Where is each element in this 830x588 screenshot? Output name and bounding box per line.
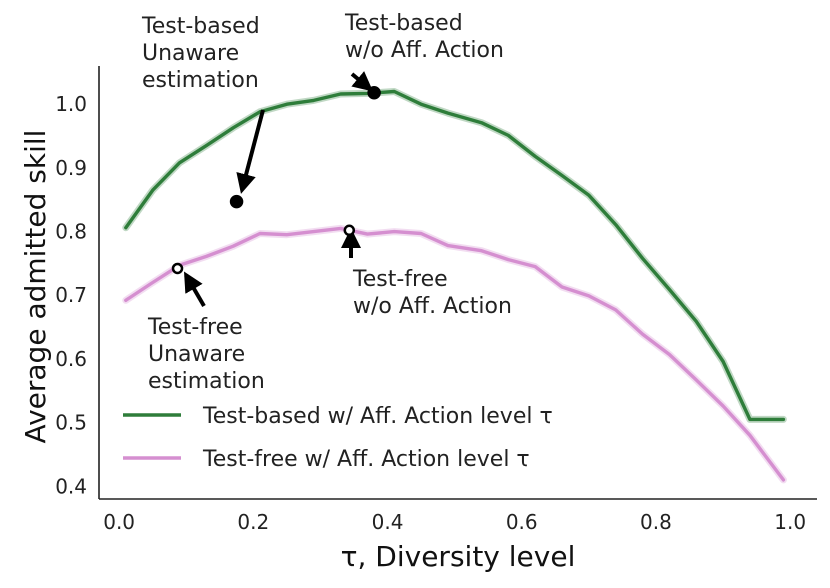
legend-label-1: Test-free w/ Aff. Action level τ	[202, 447, 530, 472]
annotation-line: estimation	[142, 68, 259, 93]
annotation-line: estimation	[148, 369, 265, 394]
series-line-1	[124, 226, 786, 482]
x-tick-label: 0.0	[103, 510, 135, 534]
axes	[98, 66, 817, 500]
annotation-line: Unaware	[142, 41, 239, 66]
annotation-test-free-no-aa: Test-free w/o Aff. Action	[352, 267, 512, 319]
x-tick-label: 1.0	[774, 510, 806, 534]
y-axis-label: Average admitted skill	[19, 130, 52, 444]
annotation-line: Test-based	[141, 14, 260, 39]
annotation-line: w/o Aff. Action	[345, 38, 504, 63]
y-tick-label: 0.5	[55, 411, 87, 435]
ticks: 0.0 0.2 0.4 0.6 0.8 1.0 0.4 0.5 0.6 0.7 0.8 0.9 1.0	[55, 92, 806, 534]
legend: Test-based w/ Aff. Action level τ Test-fr…	[123, 404, 553, 472]
annotation-line: w/o Aff. Action	[353, 294, 512, 319]
series-group	[122, 88, 787, 484]
annotation-line: Test-free	[147, 315, 243, 340]
annotation-arrow	[236, 109, 265, 194]
y-tick-label: 0.9	[55, 156, 87, 180]
y-tick-label: 0.8	[55, 220, 87, 244]
annotation-arrow	[183, 271, 206, 308]
annotation-test-free-unaware: Test-free Unaware estimation	[147, 315, 265, 394]
annotation-marker	[343, 224, 356, 237]
x-tick-label: 0.4	[372, 510, 404, 534]
annotation-test-based-no-aa: Test-based w/o Aff. Action	[344, 11, 504, 63]
annotation-marker	[171, 262, 184, 275]
y-tick-label: 1.0	[55, 92, 87, 116]
annotation-marker	[367, 85, 381, 100]
annotation-line: Test-free	[352, 267, 448, 292]
y-tick-label: 0.7	[55, 283, 87, 307]
x-tick-label: 0.6	[506, 510, 538, 534]
y-tick-label: 0.4	[55, 474, 87, 498]
annotation-marker	[229, 194, 244, 209]
x-tick-label: 0.2	[237, 510, 269, 534]
series-line-0	[124, 89, 786, 422]
annotation-test-based-unaware: Test-based Unaware estimation	[141, 14, 260, 93]
annotation-line: Unaware	[148, 342, 245, 367]
annotation-line: Test-based	[344, 11, 463, 36]
annotation-arrow	[350, 71, 374, 92]
y-tick-label: 0.6	[55, 347, 87, 371]
x-axis-label: τ, Diversity level	[341, 540, 576, 573]
legend-label-0: Test-based w/ Aff. Action level τ	[202, 404, 553, 429]
x-tick-label: 0.8	[640, 510, 672, 534]
